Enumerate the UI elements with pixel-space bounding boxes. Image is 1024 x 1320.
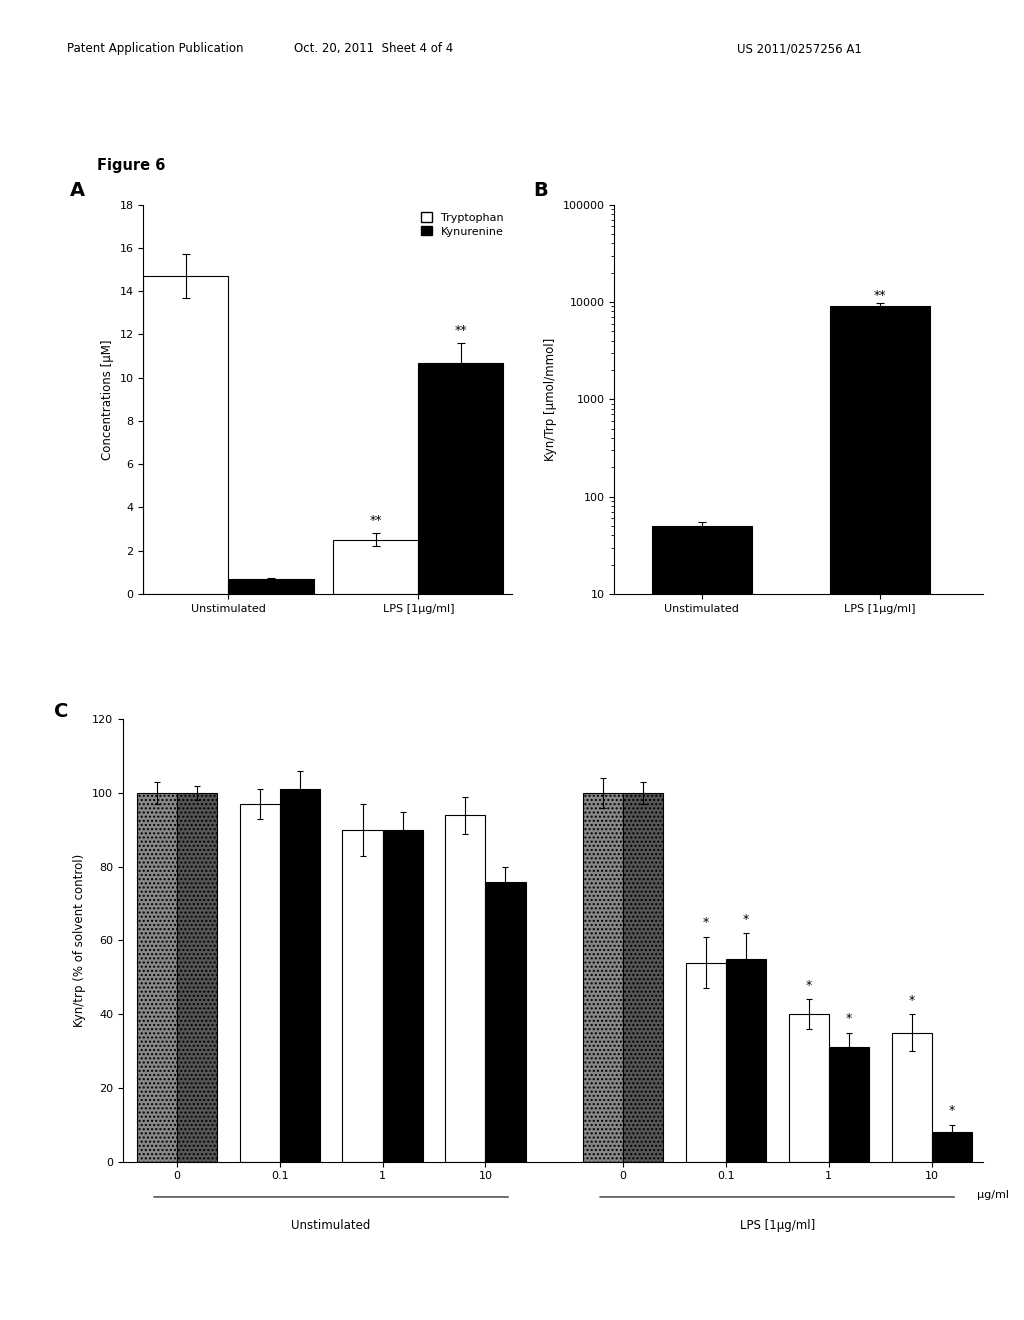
- Text: **: **: [370, 513, 382, 527]
- Text: Unstimulated: Unstimulated: [292, 1220, 371, 1232]
- Y-axis label: Concentrations [μM]: Concentrations [μM]: [101, 339, 114, 459]
- Bar: [892, 1032, 932, 1162]
- Text: μg/ml: μg/ml: [977, 1191, 1010, 1200]
- Bar: [788, 1014, 828, 1162]
- Bar: [342, 830, 383, 1162]
- Text: A: A: [70, 181, 85, 201]
- Bar: [686, 962, 726, 1162]
- Bar: [932, 1133, 972, 1162]
- Text: *: *: [742, 912, 749, 925]
- Y-axis label: Kyn/trp (% of solvent control): Kyn/trp (% of solvent control): [74, 854, 86, 1027]
- Bar: [726, 958, 766, 1162]
- Bar: [485, 882, 525, 1162]
- Text: B: B: [534, 181, 548, 201]
- Text: LPS [1μg/ml]: LPS [1μg/ml]: [739, 1220, 815, 1232]
- Bar: [240, 804, 280, 1162]
- Y-axis label: Kyn/Trp [μmol/mmol]: Kyn/Trp [μmol/mmol]: [544, 338, 557, 461]
- Text: **: **: [455, 323, 467, 337]
- Bar: [177, 793, 217, 1162]
- Text: *: *: [908, 994, 914, 1007]
- Text: *: *: [948, 1105, 954, 1117]
- Bar: [419, 363, 504, 594]
- Bar: [334, 540, 419, 594]
- Text: Oct. 20, 2011  Sheet 4 of 4: Oct. 20, 2011 Sheet 4 of 4: [294, 42, 454, 55]
- Text: **: **: [873, 289, 886, 302]
- Bar: [830, 306, 930, 1320]
- Text: C: C: [54, 702, 69, 721]
- Text: US 2011/0257256 A1: US 2011/0257256 A1: [737, 42, 862, 55]
- Bar: [383, 830, 423, 1162]
- Text: *: *: [702, 916, 709, 929]
- Text: Figure 6: Figure 6: [97, 158, 166, 173]
- Bar: [136, 793, 177, 1162]
- Bar: [445, 816, 485, 1162]
- Legend: Tryptophan, Kynurenine: Tryptophan, Kynurenine: [417, 209, 509, 242]
- Bar: [623, 793, 663, 1162]
- Text: *: *: [806, 979, 812, 993]
- Bar: [583, 793, 623, 1162]
- Bar: [143, 276, 228, 594]
- Bar: [228, 579, 313, 594]
- Bar: [280, 789, 319, 1162]
- Text: Patent Application Publication: Patent Application Publication: [67, 42, 243, 55]
- Bar: [828, 1047, 868, 1162]
- Bar: [652, 525, 752, 1320]
- Text: *: *: [846, 1012, 852, 1026]
